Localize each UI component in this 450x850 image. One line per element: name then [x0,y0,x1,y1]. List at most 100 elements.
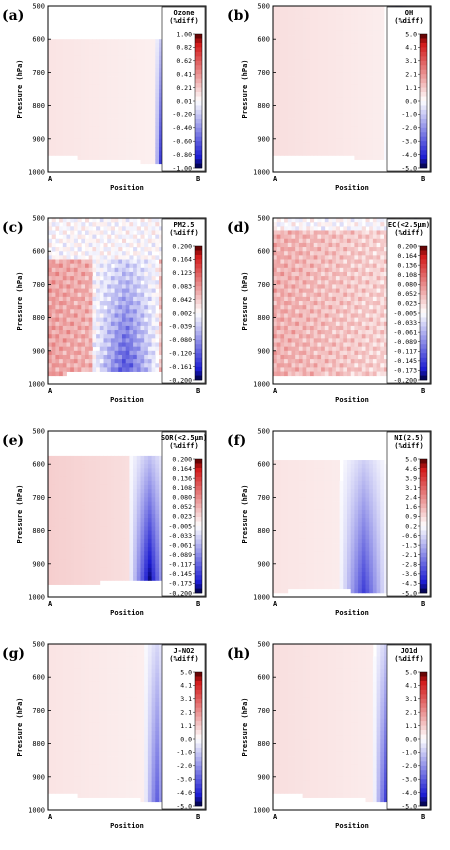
heatmap-cell [317,317,322,323]
heatmap-cell [317,10,322,15]
heatmap-cell [358,30,363,36]
heatmap-cell [310,350,315,356]
heatmap-cell [73,147,78,152]
heatmap-cell [310,313,315,318]
heatmap-cell [129,142,134,148]
heatmap-cell [125,47,130,53]
heatmap-cell [103,301,108,306]
heatmap-cell [328,55,333,61]
heatmap-cell [347,72,352,77]
heatmap-cell [107,80,112,86]
heatmap-cell [276,109,281,115]
heatmap-cell [70,93,75,98]
heatmap-cell [81,321,86,327]
heatmap-cell [335,118,340,123]
heatmap-cell [332,22,337,28]
heatmap-cell [88,147,93,152]
heatmap-cell [284,101,289,106]
heatmap-cell [332,55,337,61]
heatmap-cell [276,30,281,36]
heatmap-cell [324,68,329,73]
heatmap-cell [103,309,108,314]
heatmap-cell [369,47,374,53]
heatmap-cell [317,267,322,273]
heatmap-cell [133,342,138,348]
heatmap-cell [77,126,82,131]
heatmap-cell [291,14,296,19]
heatmap-cell [73,93,78,98]
heatmap-cell [284,147,289,152]
heatmap-cell [273,292,278,298]
heatmap-cell [335,26,340,32]
heatmap-cell [376,134,381,140]
colorbar-tick-label: -4.0 [401,151,417,159]
heatmap-cell [55,68,60,73]
heatmap-cell [343,288,348,294]
heatmap-cell [380,6,385,11]
heatmap-cell [88,47,93,53]
heatmap-cell [107,126,112,131]
heatmap-cell [55,72,60,77]
heatmap-cell [324,64,329,69]
heatmap-cell [306,276,311,281]
heatmap-cell [136,134,141,140]
heatmap-cell [339,288,344,294]
heatmap-cell [155,59,160,65]
heatmap-cell [273,230,278,235]
heatmap-cell [280,276,285,281]
heatmap-cell [273,68,278,73]
heatmap-cell [85,267,90,273]
heatmap-cell [332,313,337,318]
heatmap-cell [81,113,86,119]
heatmap-cell [144,72,149,77]
heatmap-cell [313,342,318,348]
heatmap-cell [343,334,348,339]
heatmap-cell [51,80,56,86]
heatmap-cell [347,346,352,352]
heatmap-cell [350,97,355,102]
colorbar-swatch [195,65,202,71]
heatmap-cell [118,113,123,119]
heatmap-cell [291,10,296,15]
heatmap-cell [324,259,329,265]
heatmap-cell [361,147,366,152]
heatmap-cell [276,26,281,32]
heatmap-cell [347,247,352,252]
heatmap-cell [151,109,156,115]
heatmap-cell [88,288,93,294]
heatmap-cell [328,134,333,140]
heatmap-cell [125,354,130,360]
heatmap-cell [107,101,112,106]
heatmap-cell [118,276,123,281]
heatmap-cell [70,317,75,323]
heatmap-cell [343,47,348,53]
heatmap-cell [140,321,145,327]
heatmap-cell [347,276,352,281]
colorbar-tick-label: -0.039 [169,323,193,331]
heatmap-cell [317,309,322,314]
heatmap-cell [70,263,75,269]
heatmap-cell [298,276,303,281]
heatmap-cell [324,80,329,86]
heatmap-cell [73,55,78,61]
heatmap-cell [343,43,348,48]
heatmap-cell [313,64,318,69]
heatmap-cell [144,309,149,314]
heatmap-cell [306,346,311,352]
heatmap-cell [369,134,374,140]
heatmap-cell [122,142,127,148]
heatmap-cell [77,292,82,298]
heatmap-cell [99,238,104,244]
heatmap-cell [77,350,82,356]
heatmap-cell [70,72,75,77]
heatmap-cell [302,89,307,94]
heatmap-cell [332,109,337,115]
heatmap-cell [118,64,123,69]
heatmap-cell [136,39,141,44]
heatmap-cell [99,292,104,298]
heatmap-cell [291,342,296,348]
heatmap-cell [358,147,363,152]
heatmap-cell [55,238,60,244]
heatmap-cell [92,342,97,348]
heatmap-cell [280,93,285,98]
